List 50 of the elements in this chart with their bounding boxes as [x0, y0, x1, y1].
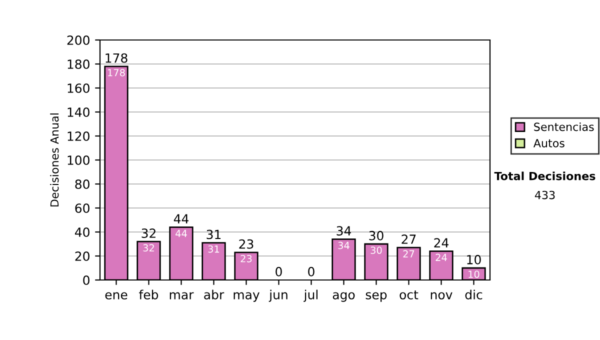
- x-tick-label: nov: [430, 292, 452, 300]
- total-label: 23: [239, 239, 254, 249]
- data-label: 44: [176, 230, 187, 237]
- total-label: 10: [467, 254, 481, 264]
- x-tick-label: feb: [139, 290, 158, 300]
- total-label: 32: [142, 228, 156, 238]
- text: Total Decisiones: [494, 172, 596, 180]
- total-label: 30: [369, 230, 384, 240]
- y-tick-label: 140: [68, 107, 90, 117]
- x-tick-label: sep: [366, 292, 387, 302]
- x-tick-label: dic: [465, 290, 482, 300]
- data-label: 10: [468, 270, 480, 278]
- total-label: 27: [402, 234, 416, 244]
- y-axis-title: Decisiones Anual: [50, 114, 59, 206]
- total-label: 34: [336, 226, 351, 236]
- y-tick-label: 200: [67, 35, 90, 45]
- x-tick-label: ene: [105, 292, 128, 300]
- x-tick-label: jul: [304, 290, 318, 302]
- y-tick-label: 40: [74, 227, 90, 237]
- y-tick-label: 160: [68, 83, 90, 93]
- total-label: 44: [174, 214, 188, 224]
- y-tick-label: 120: [68, 131, 90, 141]
- data-label: 31: [208, 245, 220, 253]
- y-tick-label: 0: [83, 275, 90, 285]
- x-tick-label: abr: [204, 290, 224, 300]
- total-label: 178: [106, 53, 128, 63]
- total-label: 31: [206, 230, 221, 240]
- y-tick-label: 80: [75, 179, 90, 189]
- x-tick-label: ago: [332, 292, 355, 302]
- x-tick-label: may: [234, 292, 260, 302]
- y-tick-label: 180: [68, 59, 90, 69]
- data-label: 30: [370, 246, 382, 254]
- data-label: 34: [338, 242, 350, 250]
- total-label: 0: [276, 266, 282, 276]
- total-label: 24: [434, 238, 448, 248]
- y-tick-label: 100: [68, 155, 90, 165]
- x-tick-label: oct: [400, 290, 418, 300]
- y-tick-label: 20: [75, 251, 90, 261]
- data-label: 178: [108, 68, 125, 76]
- x-tick-label: jun: [268, 290, 288, 302]
- data-label: 32: [143, 244, 154, 252]
- legend-label: Autos: [533, 139, 564, 148]
- total-label: 0: [308, 266, 314, 276]
- x-tick-label: mar: [170, 292, 194, 300]
- data-label: 27: [403, 250, 414, 258]
- legend-label: Sentencias: [534, 122, 594, 132]
- data-label: 23: [240, 254, 252, 262]
- text: 433: [534, 190, 555, 200]
- data-label: 24: [436, 254, 447, 261]
- y-tick-label: 60: [75, 203, 90, 213]
